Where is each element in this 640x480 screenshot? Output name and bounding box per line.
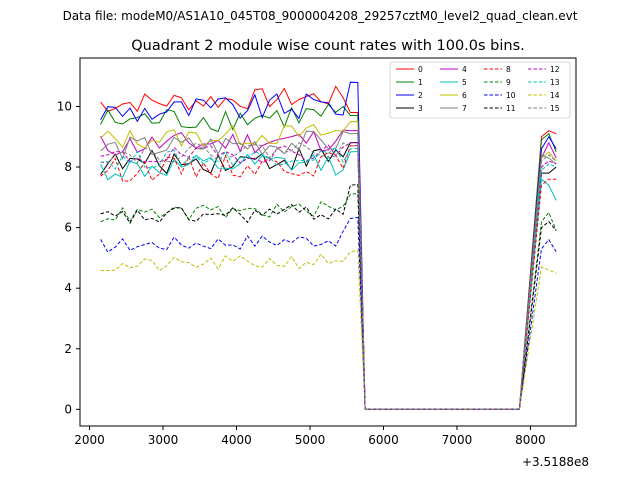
y-ticks: 0 2 4 6 8 10 bbox=[57, 99, 80, 416]
y-tick-label: 10 bbox=[57, 99, 72, 113]
series-line-10 bbox=[100, 216, 557, 410]
series-line-12 bbox=[100, 141, 557, 410]
legend-label: 10 bbox=[506, 91, 516, 100]
series-line-14 bbox=[100, 249, 557, 410]
x-tick-label: 7000 bbox=[442, 433, 473, 447]
x-tick-label: 5000 bbox=[295, 433, 326, 447]
series-line-3 bbox=[100, 141, 557, 410]
chart-title: Quadrant 2 module wise count rates with … bbox=[131, 38, 525, 54]
legend-label: 3 bbox=[418, 104, 423, 113]
series-line-13 bbox=[100, 147, 557, 410]
x-tick-label: 6000 bbox=[368, 433, 399, 447]
x-ticks: 2000 3000 4000 5000 6000 7000 8000 bbox=[74, 426, 546, 447]
suptitle: Data file: modeM0/AS1A10_045T08_90000042… bbox=[63, 9, 578, 23]
legend-label: 4 bbox=[462, 65, 467, 74]
legend-label: 2 bbox=[418, 91, 423, 100]
legend-box bbox=[389, 61, 571, 119]
series-line-7 bbox=[100, 130, 557, 410]
y-tick-label: 0 bbox=[64, 402, 72, 416]
series-layer bbox=[100, 81, 557, 410]
series-line-4 bbox=[100, 129, 557, 410]
y-tick-label: 4 bbox=[64, 281, 72, 295]
axes-frame bbox=[79, 57, 577, 427]
legend-label: 15 bbox=[550, 104, 560, 113]
legend-label: 13 bbox=[550, 78, 560, 87]
x-tick-label: 8000 bbox=[515, 433, 546, 447]
y-tick-label: 2 bbox=[64, 342, 72, 356]
legend-label: 1 bbox=[418, 78, 423, 87]
legend-label: 12 bbox=[550, 65, 560, 74]
x-tick-label: 4000 bbox=[221, 433, 252, 447]
x-tick-label: 3000 bbox=[148, 433, 179, 447]
legend-label: 6 bbox=[462, 91, 467, 100]
series-line-15 bbox=[100, 142, 557, 410]
legend-label: 7 bbox=[462, 104, 467, 113]
series-line-5 bbox=[100, 150, 557, 410]
series-line-8 bbox=[100, 144, 557, 410]
series-line-11 bbox=[100, 183, 557, 410]
legend-label: 8 bbox=[506, 65, 511, 74]
x-tick-label: 2000 bbox=[74, 433, 105, 447]
legend-label: 11 bbox=[506, 104, 516, 113]
series-line-6 bbox=[100, 120, 557, 410]
series-line-0 bbox=[100, 85, 557, 410]
legend-label: 14 bbox=[550, 91, 560, 100]
legend-label: 0 bbox=[418, 65, 423, 74]
x-offset-label: +3.5188e8 bbox=[522, 455, 589, 469]
series-line-9 bbox=[100, 192, 557, 410]
legend-label: 9 bbox=[506, 78, 511, 87]
y-tick-label: 8 bbox=[64, 160, 72, 174]
legend-label: 5 bbox=[462, 78, 467, 87]
y-tick-label: 6 bbox=[64, 221, 72, 235]
